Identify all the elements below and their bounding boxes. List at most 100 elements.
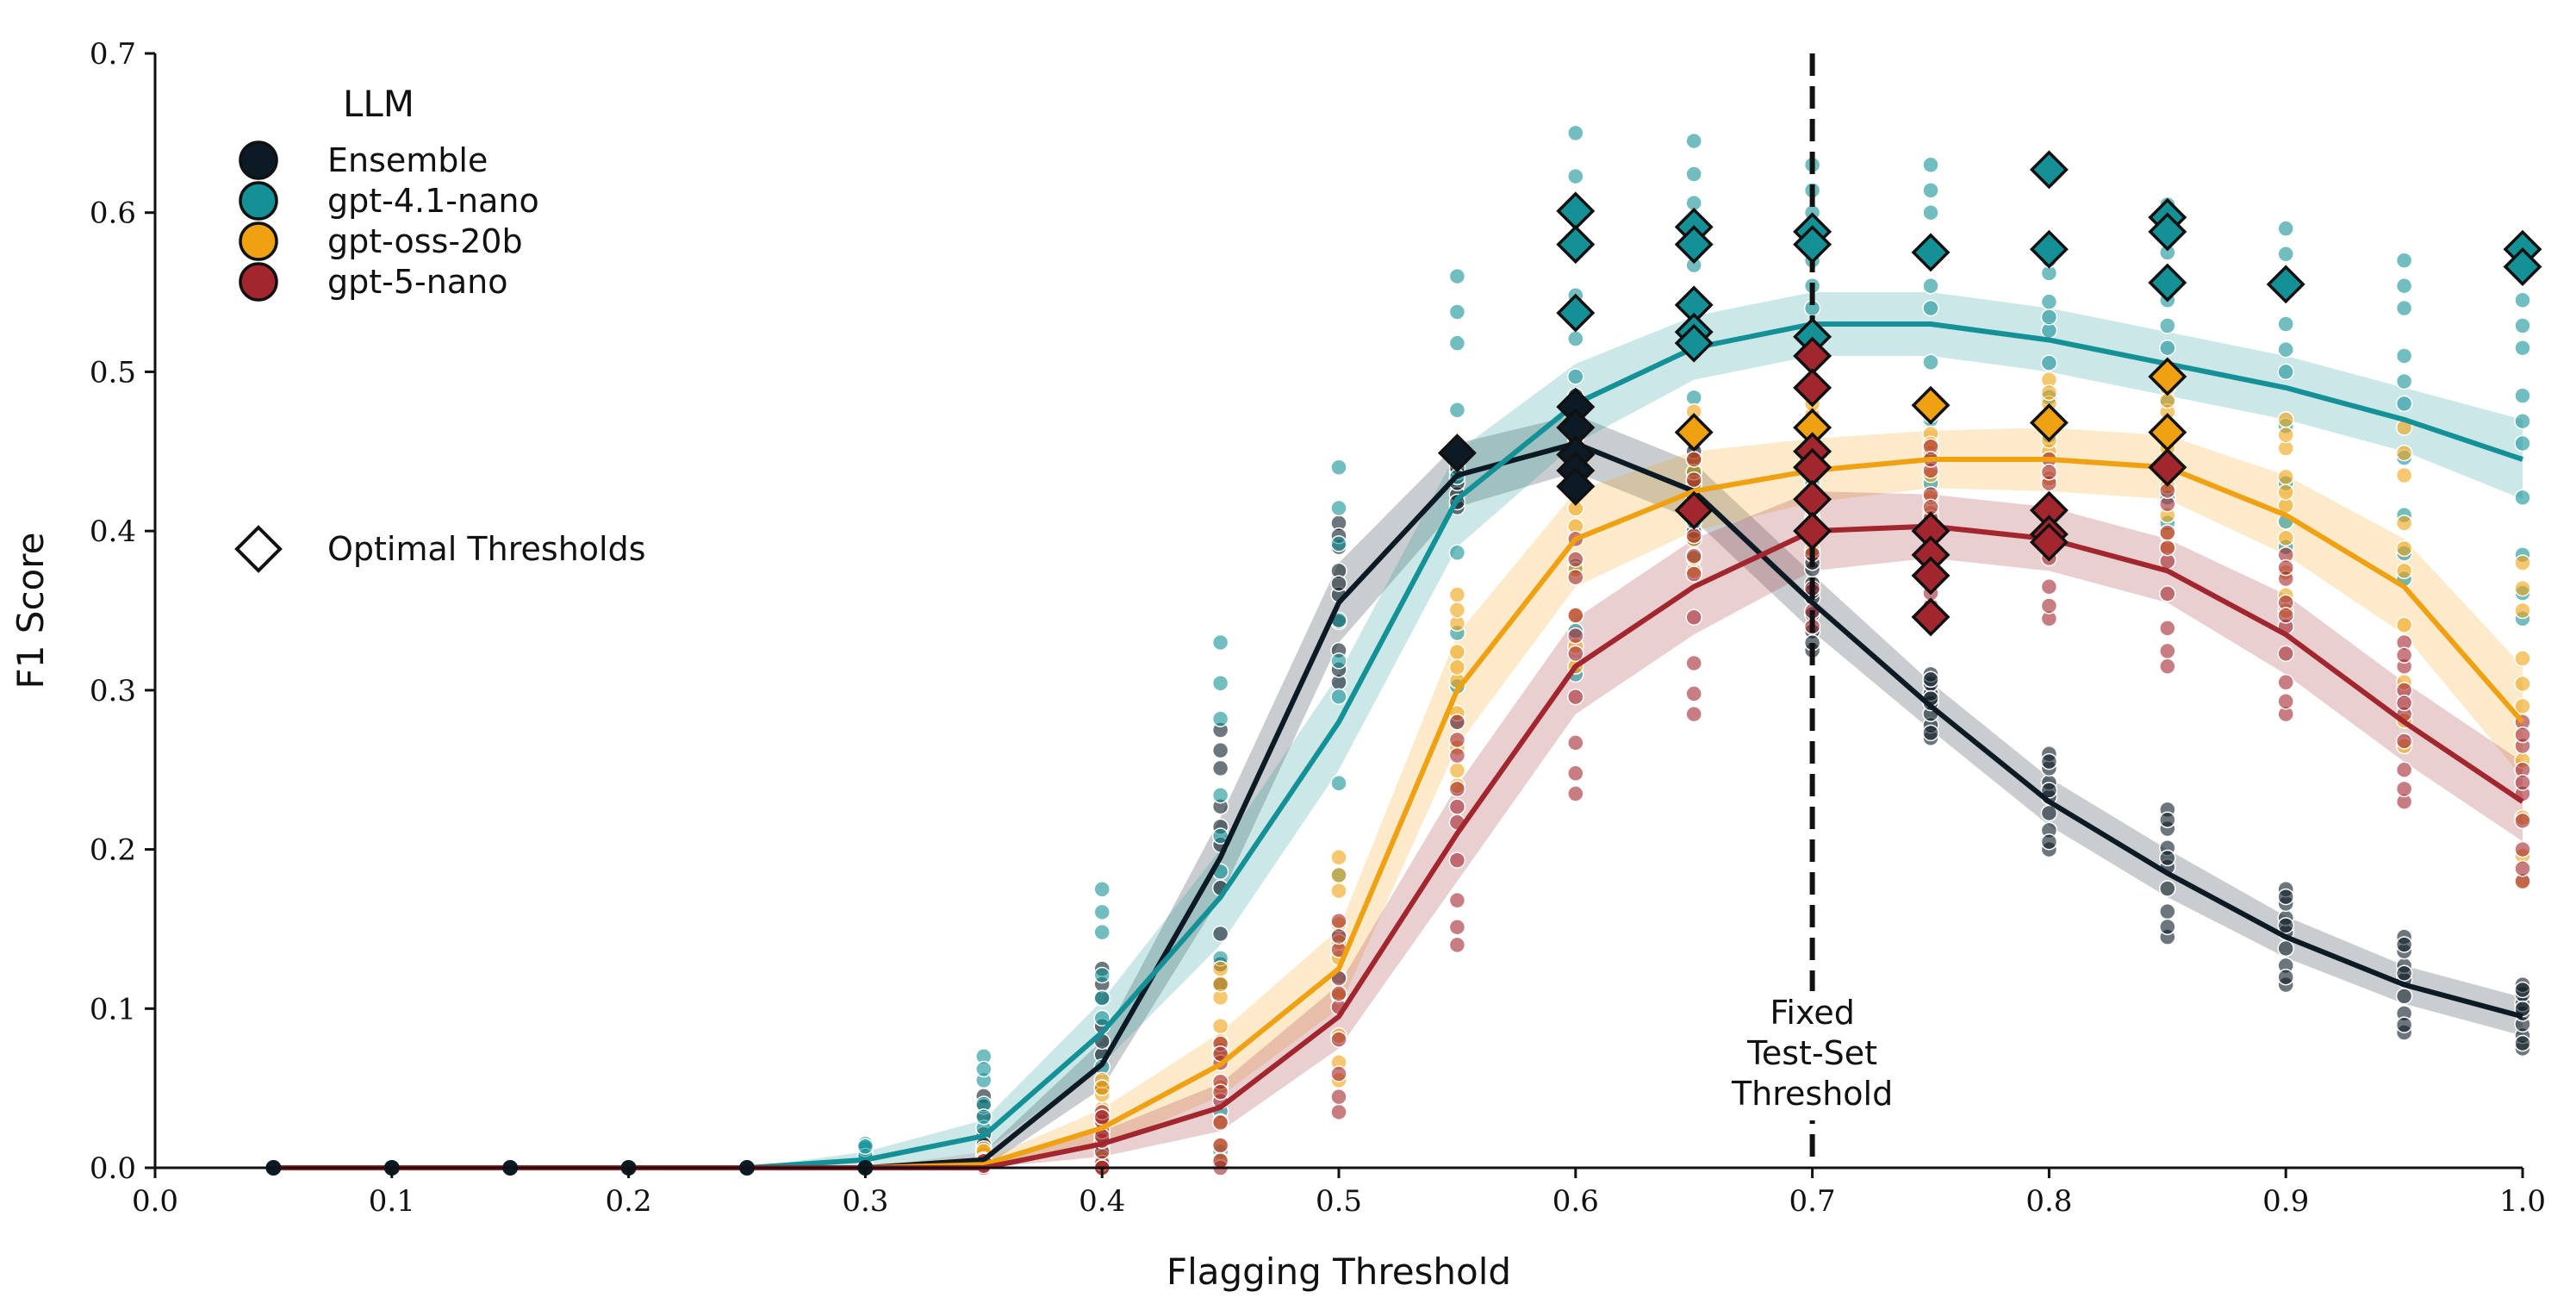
gpt-4-1-nano-run-point	[1922, 353, 1939, 371]
ensemble-run-point	[2159, 918, 2176, 936]
gpt-oss-20b-run-point	[2395, 540, 2413, 558]
ensemble-run-point	[2040, 804, 2058, 822]
gpt-4-1-nano-run-point	[2277, 363, 2294, 381]
gpt-5-nano-run-point	[2277, 693, 2294, 710]
legend-gpt-4-1-nano-label: gpt-4.1-nano	[327, 182, 539, 220]
gpt-5-nano-run-point	[2277, 607, 2294, 624]
gpt-5-nano-run-point	[2159, 539, 2176, 557]
gpt-5-nano-run-point	[2040, 578, 2058, 596]
gpt-oss-20b-run-point	[1211, 960, 1229, 977]
x-tick-label: 0.9	[2262, 1184, 2309, 1219]
gpt-5-nano-run-point	[1448, 746, 1466, 764]
ensemble-run-point	[1330, 575, 1347, 592]
gpt-4-1-nano-run-point	[2514, 489, 2531, 507]
y-tick-label: 0.7	[90, 37, 136, 72]
gpt-4-1-nano-run-point	[1330, 774, 1347, 792]
ensemble-optimal-diamond	[1437, 434, 1477, 473]
gpt-5-nano-run-point	[1685, 565, 1702, 583]
gpt-5-nano-run-point	[1448, 936, 1466, 954]
gpt-oss-20b-run-point	[2514, 675, 2531, 693]
gpt-oss-20b-run-point	[2277, 426, 2294, 444]
gpt-5-nano-run-point	[1448, 714, 1466, 731]
gpt-5-nano-run-point	[1330, 1088, 1347, 1106]
fixed-threshold-annotation: Fixed Test-Set Threshold	[1721, 53, 1903, 1168]
gpt-5-nano-run-point	[2159, 524, 2176, 541]
gpt-5-nano-run-point	[2277, 645, 2294, 663]
gpt-oss-20b-optimal-diamond	[2148, 357, 2187, 396]
gpt-5-nano-run-point	[2395, 646, 2413, 664]
gpt-5-nano-run-point	[2040, 597, 2058, 614]
gpt-5-nano-run-point	[1685, 547, 1702, 565]
ensemble-run-point	[2277, 917, 2294, 934]
annotation-line-2: Test-Set	[1746, 1034, 1877, 1072]
gpt-5-nano-run-point	[2514, 840, 2531, 858]
gpt-4-1-nano-optimal-diamond	[2503, 247, 2542, 286]
legend-gpt-5-nano-swatch	[239, 262, 278, 302]
y-tick-label: 0.4	[90, 515, 136, 549]
gpt-5-nano-run-point	[1685, 685, 1702, 702]
gpt-5-nano-run-point	[1567, 568, 1584, 586]
gpt-5-nano-optimal-diamond	[2148, 447, 2187, 487]
gpt-oss-20b-run-point	[2514, 554, 2531, 571]
y-ticks: 0.0 0.1 0.2 0.3 0.4 0.5 0.6 0.7	[90, 37, 155, 1186]
gpt-5-nano-run-point	[2395, 694, 2413, 712]
legend-items: Ensemblegpt-4.1-nanogpt-oss-20bgpt-5-nan…	[239, 140, 539, 302]
gpt-oss-20b-run-point	[2277, 483, 2294, 501]
ensemble-run-point	[2514, 1034, 2531, 1052]
y-tick-label: 0.1	[90, 992, 136, 1026]
y-tick-label: 0.6	[90, 196, 136, 231]
gpt-4-1-nano-run-point	[1093, 923, 1111, 941]
gpt-4-1-nano-run-point	[1448, 303, 1466, 321]
gpt-oss-20b-run-point	[1448, 586, 1466, 603]
legend-diamond-icon	[234, 525, 283, 573]
gpt-5-nano-run-point	[2395, 733, 2413, 750]
gpt-4-1-nano-run-point	[1093, 1009, 1111, 1027]
gpt-5-nano-run-point	[1330, 1103, 1347, 1121]
gpt-5-nano-optimal-diamond	[1911, 556, 1951, 596]
gpt-5-nano-run-point	[1685, 705, 1702, 723]
ensemble-confidence-band	[273, 415, 2523, 1169]
gpt-4-1-nano-run-point	[1448, 334, 1466, 352]
gpt-5-nano-optimal-diamond	[1793, 368, 1832, 408]
gpt-4-1-nano-run-point	[975, 1108, 992, 1126]
gpt-5-nano-optimal-diamond	[1674, 490, 1714, 530]
gpt-4-1-nano-optimal-diamond	[1793, 225, 1832, 265]
gpt-4-1-nano-run-point	[2395, 252, 2413, 269]
ensemble-run-point	[2277, 888, 2294, 906]
gpt-5-nano-run-point	[2159, 585, 2176, 602]
gpt-5-nano-run-point	[2040, 464, 2058, 481]
gpt-5-nano-run-point	[1448, 891, 1466, 909]
ensemble-run-point	[1211, 925, 1229, 943]
x-tick-label: 0.6	[1552, 1184, 1599, 1219]
y-tick-label: 0.5	[90, 355, 136, 390]
gpt-oss-20b-run-point	[2395, 616, 2413, 633]
gpt-5-nano-run-point	[1093, 1108, 1111, 1126]
y-tick-label: 0.2	[90, 833, 136, 868]
gpt-4-1-nano-run-point	[2514, 339, 2531, 357]
annotation-line-3: Threshold	[1731, 1075, 1893, 1113]
gpt-4-1-nano-run-point	[1093, 966, 1111, 984]
gpt-5-nano-run-point	[1567, 551, 1584, 568]
gpt-oss-20b-optimal-diamond	[1674, 413, 1714, 452]
x-tick-label: 0.7	[1789, 1184, 1836, 1219]
gpt-4-1-nano-optimal-diamond	[1911, 233, 1951, 272]
legend-ensemble-label: Ensemble	[327, 141, 488, 179]
ensemble-run-point	[2277, 939, 2294, 958]
gpt-4-1-nano-optimal-diamond	[1674, 225, 1714, 265]
gpt-4-1-nano-run-point	[1922, 299, 1939, 317]
gpt-oss-20b-run-point	[2395, 466, 2413, 484]
ensemble-run-point	[2159, 880, 2176, 897]
gpt-4-1-nano-run-point	[2395, 277, 2413, 295]
gpt-oss-20b-run-point	[1093, 1079, 1111, 1097]
gpt-oss-20b-run-point	[2277, 529, 2294, 547]
gpt-4-1-nano-run-point	[1685, 132, 1702, 150]
gpt-oss-20b-optimal-diamond	[1911, 385, 1951, 425]
legend-title: LLM	[343, 83, 414, 125]
gpt-4-1-nano-confidence-band	[273, 292, 2523, 1169]
gpt-4-1-nano-run-point	[2277, 245, 2294, 263]
gpt-oss-20b-optimal-diamond	[2029, 403, 2069, 443]
gpt-4-1-nano-run-point	[2277, 340, 2294, 359]
x-ticks: 0.0 0.1 0.2 0.3 0.4 0.5 0.6 0.7 0.8 0.9 1.0	[132, 1168, 2546, 1219]
gpt-4-1-nano-optimal-diamond	[1556, 191, 1596, 231]
